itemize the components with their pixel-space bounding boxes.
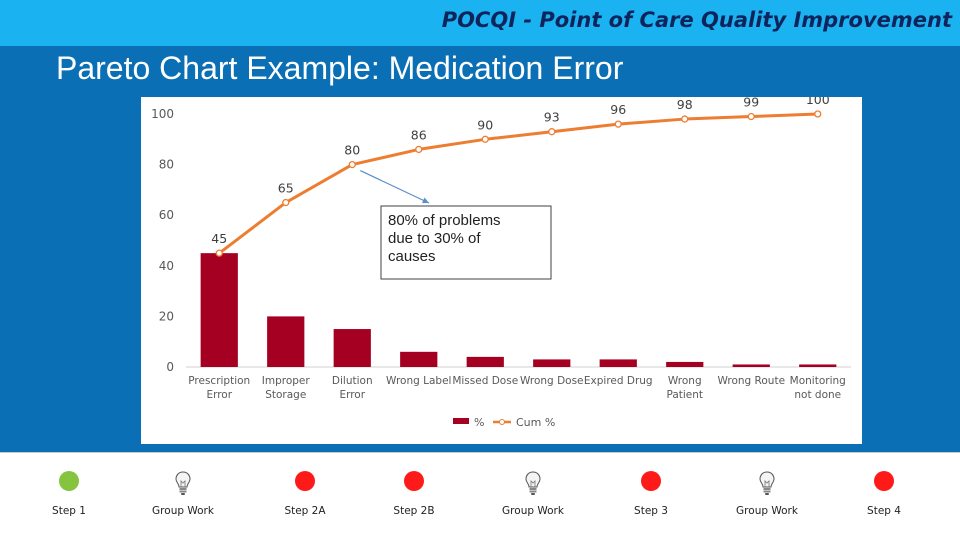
bar-5 — [533, 359, 571, 367]
cum-data-label: 45 — [211, 231, 227, 246]
step-2: Group Work — [123, 453, 243, 541]
step-7: Group Work — [707, 453, 827, 541]
bar-1 — [267, 316, 305, 367]
cum-data-label: 80 — [344, 143, 360, 158]
cum-point-4 — [481, 135, 489, 143]
y-tick-label: 80 — [159, 158, 174, 172]
cum-point-5 — [548, 128, 556, 136]
red-status-dot-icon — [874, 471, 894, 491]
step-label: Group Work — [736, 505, 798, 517]
cum-point-6 — [614, 120, 622, 128]
step-label: Step 4 — [867, 505, 901, 517]
step-label: Step 2A — [284, 505, 326, 517]
x-category-label: Wrong Route — [717, 375, 785, 387]
step-label: Group Work — [502, 505, 564, 517]
cum-point-3 — [415, 145, 423, 154]
x-category-label: Wrong Patient — [666, 375, 703, 401]
red-status-dot-icon — [641, 471, 661, 491]
bar-7 — [666, 361, 704, 367]
lightbulb-icon — [175, 471, 191, 495]
x-category-label: Monitoring not done — [790, 375, 846, 401]
lightbulb-icon — [525, 471, 541, 495]
bar-0 — [200, 253, 238, 367]
annotation-text: 80% of problems due to 30% of causes — [388, 212, 501, 265]
pareto-chart: 0 20 40 60 80 100 45 65 80 86 90 93 96 98 99 100 Prescri… — [151, 97, 851, 429]
red-status-dot-icon — [295, 471, 315, 491]
annotation-arrow — [359, 170, 430, 204]
cum-point-2 — [348, 160, 356, 169]
y-tick-label: 20 — [159, 309, 174, 323]
cum-data-label: 86 — [411, 127, 427, 142]
x-category-label: Prescription Error — [188, 375, 250, 401]
cum-line — [218, 112, 818, 255]
x-category-label: Improper Storage — [262, 375, 311, 401]
step-label: Step 2B — [393, 505, 435, 517]
header-bar: POCQI - Point of Care Quality Improvemen… — [0, 0, 960, 46]
legend-line-label: Cum % — [516, 416, 555, 429]
cum-point-8 — [747, 112, 755, 121]
x-category-label: Wrong Dose — [520, 375, 584, 387]
lightbulb-icon — [759, 471, 775, 495]
pareto-chart-panel: 0 20 40 60 80 100 45 65 80 86 90 93 96 98 99 100 Prescri… — [141, 97, 862, 444]
step-4: Step 2B — [354, 453, 474, 541]
bar-6 — [599, 359, 637, 367]
cum-point-1 — [282, 198, 290, 207]
cum-data-label: 100 — [806, 97, 830, 107]
cum-data-label: 93 — [544, 110, 560, 125]
step-3: Step 2A — [245, 453, 365, 541]
legend-bar-swatch — [453, 418, 469, 424]
red-status-dot-icon — [404, 471, 424, 491]
bar-2 — [333, 329, 371, 367]
step-5: Group Work — [473, 453, 593, 541]
x-category-label: Missed Dose — [452, 375, 518, 387]
step-1: Step 1 — [9, 453, 129, 541]
cum-point-0 — [215, 249, 223, 257]
legend-bar-label: % — [474, 416, 484, 429]
step-label: Step 1 — [52, 505, 86, 517]
annotation-box — [380, 205, 552, 280]
cum-data-label: 90 — [477, 117, 493, 132]
bar-3 — [400, 351, 438, 367]
y-tick-label: 40 — [159, 259, 174, 273]
x-category-label: Dilution Error — [332, 375, 373, 401]
annotation-arrowhead — [422, 197, 429, 204]
legend-line-marker — [499, 419, 505, 425]
header-title: POCQI - Point of Care Quality Improvemen… — [441, 8, 952, 32]
cum-data-label: 65 — [278, 181, 294, 196]
bar-8 — [732, 364, 770, 367]
step-8: Step 4 — [824, 453, 944, 541]
green-status-dot-icon — [59, 471, 79, 491]
y-tick-label: 0 — [166, 360, 174, 374]
x-category-label: Wrong Label — [386, 375, 451, 387]
step-label: Step 3 — [634, 505, 668, 517]
x-category-label: Expired Drug — [584, 375, 653, 387]
cum-point-7 — [681, 115, 689, 123]
process-steps-bar: Step 1 Group Work Step 2A Step 2B Group Work… — [0, 452, 960, 541]
cum-data-label: 96 — [610, 102, 626, 117]
cum-point-9 — [814, 110, 822, 118]
cum-data-label: 98 — [677, 97, 693, 112]
y-tick-label: 60 — [159, 208, 174, 222]
slide-title: Pareto Chart Example: Medication Error — [56, 50, 624, 86]
y-tick-label: 100 — [151, 107, 174, 121]
cum-data-label: 99 — [743, 97, 759, 110]
step-6: Step 3 — [591, 453, 711, 541]
bar-9 — [799, 364, 837, 367]
step-label: Group Work — [152, 505, 214, 517]
bar-4 — [466, 356, 504, 367]
